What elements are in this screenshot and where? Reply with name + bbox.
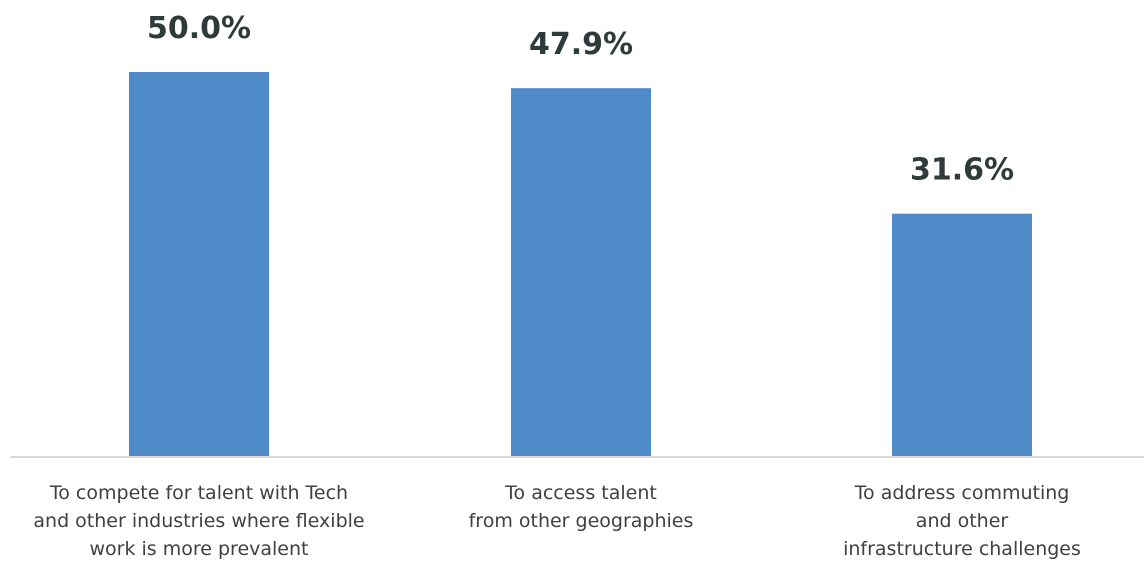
- category-label-line: and other industries where flexible: [33, 510, 364, 532]
- category-label-2: To access talent from other geographies: [469, 482, 694, 532]
- value-labels-layer: 50.0% 47.9% 31.6%: [147, 11, 1014, 188]
- value-label-1: 50.0%: [147, 11, 251, 46]
- value-label-2: 47.9%: [529, 27, 633, 62]
- category-label-line: To address commuting: [854, 482, 1070, 504]
- category-label-1: To compete for talent with Tech and other…: [33, 482, 364, 560]
- category-label-line: To access talent: [504, 482, 657, 504]
- category-label-line: from other geographies: [469, 510, 694, 532]
- bar-3: [892, 213, 1032, 457]
- category-label-line: work is more prevalent: [90, 538, 309, 560]
- category-label-3: To address commuting and other infrastruct…: [843, 482, 1081, 560]
- category-label-line: and other: [916, 510, 1009, 532]
- bar-2: [511, 88, 651, 458]
- category-label-line: infrastructure challenges: [843, 538, 1081, 560]
- value-label-3: 31.6%: [910, 153, 1014, 188]
- bar-1: [129, 72, 269, 457]
- category-labels-layer: To compete for talent with Tech and other…: [33, 482, 1081, 560]
- bars-layer: [129, 72, 1032, 458]
- category-label-line: To compete for talent with Tech: [49, 482, 348, 504]
